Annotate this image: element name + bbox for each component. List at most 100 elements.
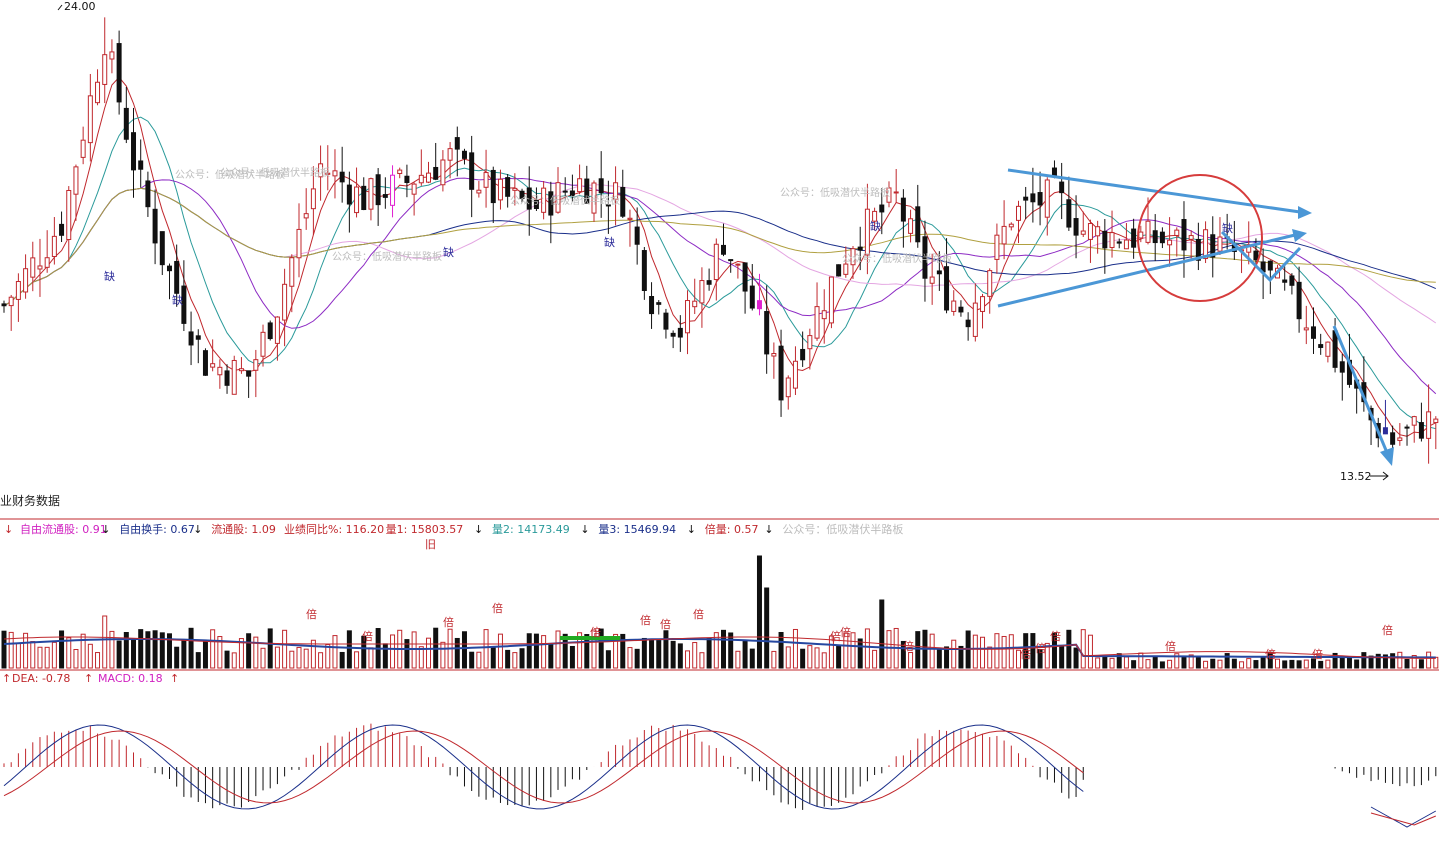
candle-body xyxy=(620,186,626,217)
candle-body xyxy=(267,322,273,340)
candle-body xyxy=(735,263,741,266)
candle-body xyxy=(627,217,633,220)
low-price-label: 13.52 xyxy=(1340,470,1372,483)
candle-body xyxy=(382,194,388,198)
candle-body xyxy=(548,191,554,216)
candle-body xyxy=(533,199,539,209)
candle-body xyxy=(1303,327,1309,331)
volume-multiple-marker: 倍 xyxy=(830,629,841,643)
volume-bar xyxy=(1231,658,1237,669)
volume-bar xyxy=(742,640,748,669)
candle-body xyxy=(418,174,424,184)
candle-body xyxy=(397,169,403,175)
candle-body xyxy=(1145,220,1151,243)
volume-bar xyxy=(1346,656,1352,669)
breakdown-path xyxy=(1220,230,1302,283)
candle-body xyxy=(217,366,223,376)
candle-body xyxy=(749,285,755,309)
volume-bar xyxy=(1059,645,1065,669)
candle-body xyxy=(95,81,101,104)
volume-bar xyxy=(145,631,151,669)
candle-body xyxy=(605,204,611,207)
volume-bar xyxy=(1131,660,1137,669)
volume-bar xyxy=(1181,655,1187,669)
candle-body xyxy=(368,178,374,210)
candle-body xyxy=(152,208,158,244)
candle-body xyxy=(231,359,237,395)
volume-bar xyxy=(1037,649,1043,669)
volume-bar xyxy=(814,647,820,669)
candle-body xyxy=(1138,231,1144,239)
indicator-legends: ↓ 自由流通股: 0.91↓ 自由换手: 0.67↓ 流通股: 1.09 业绩同比%: … xyxy=(2,522,903,685)
volume-bar xyxy=(131,638,137,669)
volume-multiple-marker: 倍 xyxy=(840,625,851,639)
volume-bar xyxy=(641,637,647,669)
candle-body xyxy=(713,243,719,281)
watermark: 公众号：低吸潜伏半路板 xyxy=(332,250,442,263)
candle-body xyxy=(1095,226,1101,237)
candle-body xyxy=(569,190,575,197)
candle-body xyxy=(8,296,14,307)
candle-body xyxy=(332,170,338,177)
candle-body xyxy=(66,189,72,240)
candle-body xyxy=(1203,229,1209,260)
candle-body xyxy=(1310,326,1316,339)
candle-body xyxy=(541,187,547,213)
volume-bar xyxy=(361,635,367,669)
candle-body xyxy=(224,370,230,386)
legend-arrow: ↑ xyxy=(84,672,93,685)
volume-bar xyxy=(649,639,655,669)
volume-bar xyxy=(1023,633,1029,669)
candle-body xyxy=(864,208,870,256)
candle-body xyxy=(756,300,762,310)
volume-bar xyxy=(1375,653,1381,669)
gap-marker: 缺 xyxy=(604,235,615,249)
volume-bar xyxy=(800,648,806,669)
candle-body xyxy=(778,345,784,401)
volume-bar xyxy=(253,636,259,669)
candle-body xyxy=(929,276,935,284)
volume-bar xyxy=(1008,634,1014,669)
volume-multiple-marker: 倍 xyxy=(640,613,651,627)
volume-bar xyxy=(289,650,295,669)
candle-body xyxy=(490,169,496,204)
volume-bar xyxy=(95,652,101,669)
volume-bar xyxy=(1195,655,1201,669)
pattern-annotations xyxy=(997,168,1394,466)
volume-bar xyxy=(497,633,503,669)
volume-multiple-marker: 倍 xyxy=(443,615,454,629)
candle-body xyxy=(641,250,647,291)
volume-bar xyxy=(123,632,129,669)
candle-body xyxy=(51,235,57,257)
volume-bar xyxy=(735,650,741,669)
volume-bar xyxy=(332,635,338,669)
volume-bar xyxy=(526,633,532,669)
volume-ma-line xyxy=(3,636,1436,659)
finance-tab[interactable]: 业财务数据 xyxy=(0,493,60,508)
candle-body xyxy=(426,172,432,183)
volume-bar xyxy=(699,652,705,669)
volume-bar xyxy=(1080,629,1086,669)
volume-bar xyxy=(116,640,122,669)
candle-body xyxy=(44,257,50,268)
breakdown-arrow xyxy=(1332,325,1390,456)
volume-bar xyxy=(159,632,165,669)
volume-bar xyxy=(879,599,885,669)
volume-bar xyxy=(677,643,683,669)
candle-body xyxy=(598,178,604,194)
volume-bar xyxy=(325,643,331,669)
candle-body xyxy=(469,152,475,190)
volume-bar xyxy=(987,646,993,669)
legend-arrow: ↓ xyxy=(193,523,202,536)
volume-bar xyxy=(843,632,849,669)
volume-ma-line xyxy=(3,638,1436,659)
gap-marker: 缺 xyxy=(443,245,454,259)
candle-body xyxy=(922,236,928,279)
ma-line xyxy=(3,116,1436,430)
volume-bar xyxy=(152,630,158,669)
candle-body xyxy=(915,206,921,243)
volume-bar xyxy=(303,648,309,669)
candle-body xyxy=(1426,411,1432,439)
candle-body xyxy=(519,190,525,199)
